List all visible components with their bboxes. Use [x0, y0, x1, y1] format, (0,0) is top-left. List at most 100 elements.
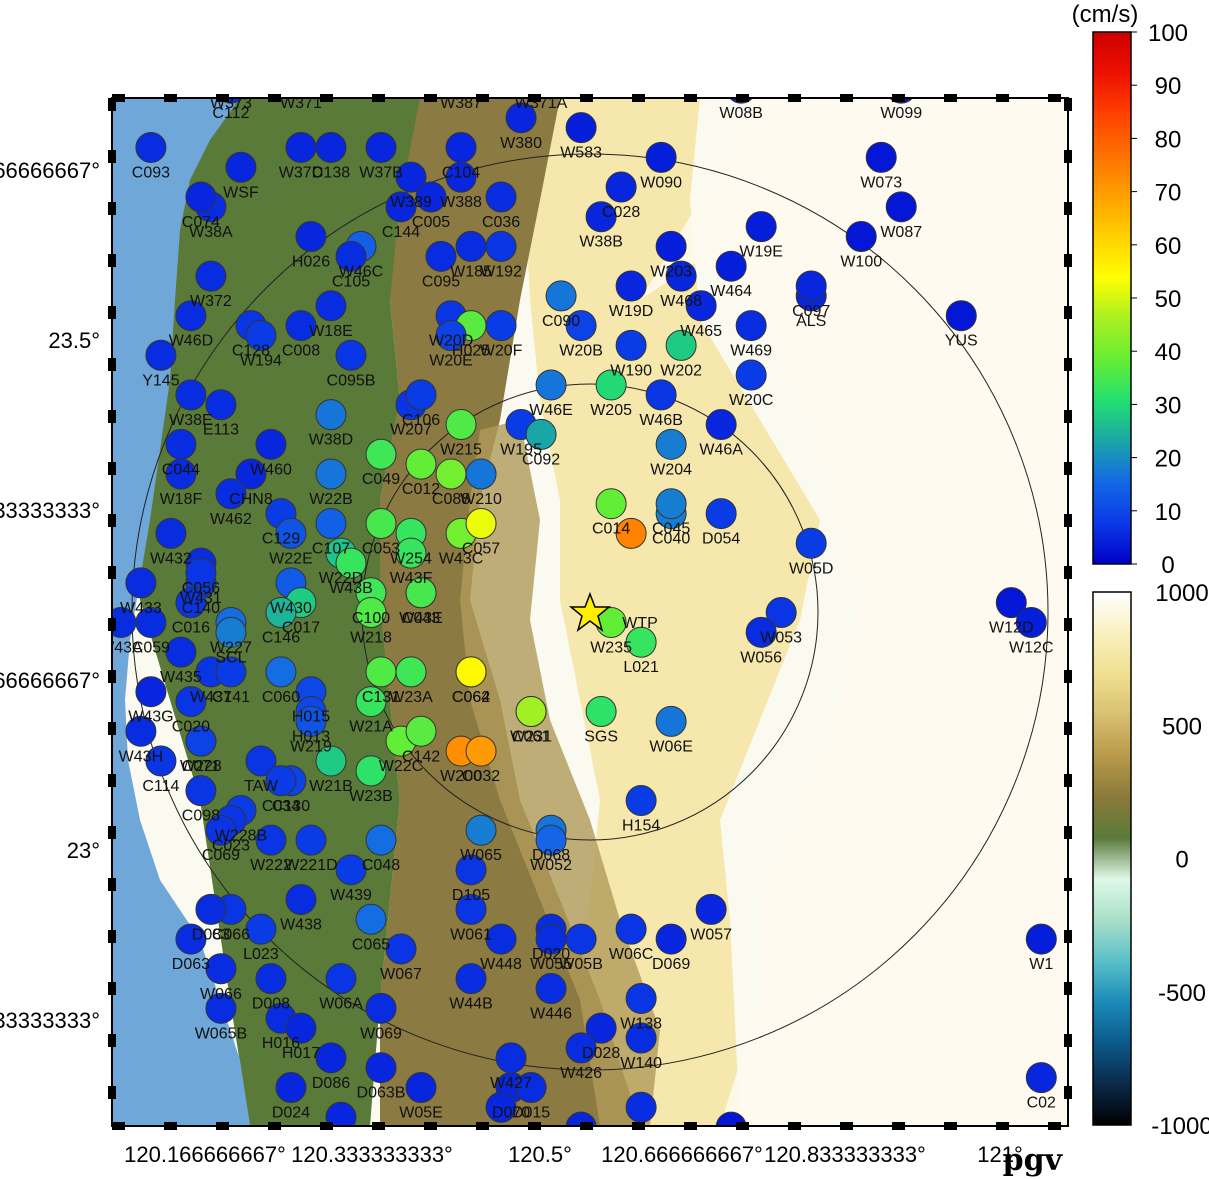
station-label: W067	[380, 966, 422, 983]
station-label: D063	[172, 956, 210, 973]
lon-tick-label: 121°	[977, 1142, 1023, 1167]
station-marker	[135, 606, 167, 638]
station-marker	[1015, 606, 1047, 638]
station-label: W371	[280, 95, 322, 112]
station-label: H016	[262, 1035, 300, 1052]
lon-tick-label: 120.666666667°	[601, 1142, 763, 1167]
station-marker	[455, 893, 487, 925]
station-label: C097	[792, 303, 830, 320]
station-label: W43C	[439, 550, 483, 567]
frame-tick	[1064, 1086, 1072, 1099]
station-label: W05E	[399, 1105, 443, 1122]
station-label: C056	[182, 580, 220, 597]
station-label: W44B	[449, 996, 493, 1013]
station-marker	[125, 567, 157, 599]
station-label: W053	[760, 630, 802, 647]
station-label: W065	[460, 847, 502, 864]
station-label: W464	[710, 283, 752, 300]
frame-tick	[164, 1122, 177, 1130]
lon-tick-label: 120.166666667°	[124, 1142, 286, 1167]
station-marker	[445, 409, 477, 441]
pgv-tick-label: 10	[1155, 499, 1182, 526]
station-marker	[615, 913, 647, 945]
station-label: C045	[652, 521, 690, 538]
station-marker	[365, 824, 397, 856]
station-label: W23B	[349, 788, 393, 805]
frame-tick	[736, 94, 749, 102]
station-marker	[185, 725, 217, 757]
station-marker	[165, 636, 197, 668]
frame-tick	[372, 1122, 385, 1130]
frame-tick	[892, 94, 905, 102]
station-marker	[395, 656, 427, 688]
station-marker	[205, 389, 237, 421]
station-label: W185	[450, 263, 492, 280]
station-marker	[405, 448, 437, 480]
station-label: C017	[282, 620, 320, 637]
station-label: W12D	[989, 620, 1033, 637]
station-marker	[335, 547, 367, 579]
station-label: W22E	[269, 550, 313, 567]
station-marker	[455, 854, 487, 886]
station-marker	[565, 1032, 597, 1064]
station-label: C138	[312, 164, 350, 181]
station-label: W38E	[169, 412, 213, 429]
station-marker	[175, 923, 207, 955]
frame-tick	[944, 94, 957, 102]
station-marker	[215, 656, 247, 688]
station-marker	[365, 131, 397, 163]
station-label: C112	[212, 105, 249, 122]
frame-tick	[944, 1122, 957, 1130]
station-label: W21A	[349, 719, 393, 736]
station-label: W090	[640, 174, 682, 191]
station-marker	[285, 310, 317, 342]
frame-tick	[736, 1122, 749, 1130]
station-label: C060	[262, 689, 300, 706]
station-label: C130	[272, 798, 310, 815]
station-marker	[405, 1072, 437, 1104]
frame-tick	[108, 358, 116, 371]
station-label: W469	[730, 343, 772, 360]
station-marker	[535, 824, 567, 856]
station-label: C066	[212, 926, 250, 943]
frame-tick	[840, 1122, 853, 1130]
station-label: W1	[1029, 956, 1053, 973]
station-label: C104	[442, 164, 480, 181]
station-label: C005	[412, 214, 450, 231]
station-marker	[365, 656, 397, 688]
frame-tick	[108, 462, 116, 475]
station-label: H017	[282, 1045, 320, 1062]
frame-tick	[996, 94, 1009, 102]
station-marker	[325, 963, 357, 995]
station-label: Y145	[142, 372, 179, 389]
frame-tick	[1064, 254, 1072, 267]
station-marker	[216, 63, 246, 93]
station-label: C140	[182, 600, 220, 617]
station-label: C106	[402, 412, 440, 429]
station-marker	[705, 498, 737, 530]
station-label: W465	[680, 323, 722, 340]
station-label: C032	[462, 768, 500, 785]
station-label: C036	[482, 214, 520, 231]
station-label: C012	[402, 481, 440, 498]
station-label: W099	[880, 105, 922, 122]
frame-tick	[476, 1122, 489, 1130]
pgv-tick-label: 70	[1155, 180, 1182, 207]
station-label: D054	[702, 531, 740, 548]
frame-tick	[996, 1122, 1009, 1130]
station-marker	[945, 300, 977, 332]
station-label: D083	[192, 926, 230, 943]
station-label: W43A	[99, 639, 143, 656]
station-label: SCL	[215, 649, 246, 666]
frame-tick	[108, 306, 116, 319]
station-marker	[455, 656, 487, 688]
station-label: W065B	[195, 1025, 247, 1042]
station-marker	[615, 517, 647, 549]
pgv-tick-label: 80	[1155, 126, 1182, 153]
frame-tick	[268, 1122, 281, 1130]
station-marker	[705, 409, 737, 441]
station-marker	[795, 270, 827, 302]
station-label: C107	[312, 540, 350, 557]
frame-tick	[112, 1122, 125, 1130]
station-marker	[365, 1052, 397, 1084]
